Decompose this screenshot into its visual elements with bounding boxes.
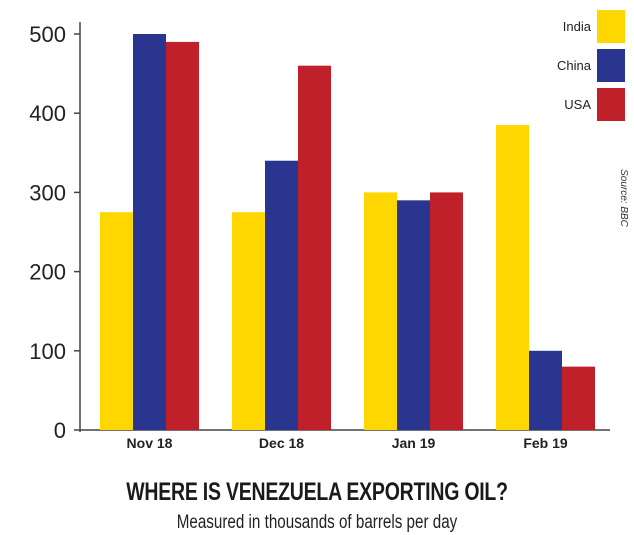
chart-subtitle: Measured in thousands of barrels per day [176,512,458,533]
bar-usa-jan-19 [430,192,463,430]
y-ticks: 0 100 200 300 400 500 [29,22,80,443]
legend-label: USA [564,97,591,112]
x-categories: Nov 18 Dec 18 Jan 19 Feb 19 [127,435,568,451]
bar-china-dec-18 [265,160,298,430]
source-label: Source: BBC [618,169,629,228]
y-tick-label: 500 [29,22,66,47]
bar-china-feb-19 [529,350,562,430]
bar-china-jan-19 [397,200,430,430]
y-tick-label: 200 [29,260,66,285]
chart-title: WHERE IS VENEZUELA EXPORTING OIL? [126,478,508,506]
legend-label: India [563,19,592,34]
bar-india-nov-18 [100,212,133,430]
x-category-label: Dec 18 [259,435,304,451]
bar-usa-dec-18 [298,65,331,431]
bar-china-nov-18 [133,34,166,430]
y-tick-label: 400 [29,101,66,126]
bar-usa-feb-19 [562,366,595,430]
legend-swatch-india [597,10,625,43]
legend-label: China [557,58,592,73]
bar-india-dec-18 [232,212,265,430]
legend-swatch-china [597,49,625,82]
y-tick-label: 0 [54,418,66,443]
bar-usa-nov-18 [166,41,199,431]
bars [100,34,595,431]
legend-swatch-usa [597,88,625,121]
bar-india-feb-19 [496,125,529,430]
x-category-label: Jan 19 [392,435,436,451]
y-tick-label: 100 [29,339,66,364]
x-category-label: Nov 18 [127,435,173,451]
legend: India China USA [557,10,625,121]
bar-india-jan-19 [364,192,397,430]
x-category-label: Feb 19 [523,435,568,451]
chart: 0 100 200 300 400 500 Nov 18 Dec 18 Jan 19 Feb 1… [29,10,629,451]
y-tick-label: 300 [29,180,66,205]
